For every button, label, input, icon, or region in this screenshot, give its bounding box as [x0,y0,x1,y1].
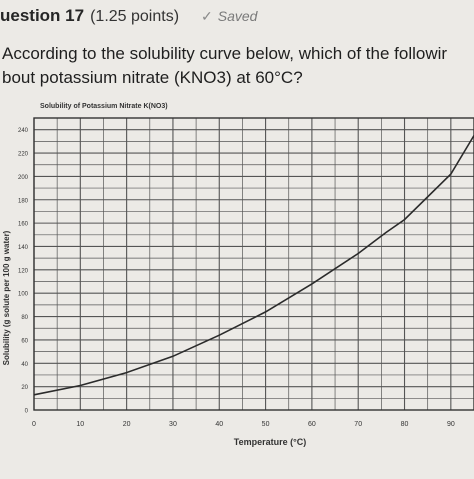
question-text-line-2: bout potassium nitrate (KNO3) at 60°C? [2,66,474,90]
chart-ticks: 0 10 20 30 40 50 60 70 80 90 0 20 40 60 80 100 120 140 160… [18,128,455,428]
y-tick-label: 140 [18,245,29,251]
x-tick-label: 50 [262,421,270,428]
question-header: uestion 17 (1.25 points) ✓ Saved [0,6,257,30]
question-text: According to the solubility curve below,… [2,42,474,90]
solubility-curve [33,135,474,396]
x-tick-label: 30 [169,421,177,428]
plot-frame [33,117,474,411]
y-tick-label: 0 [25,409,29,415]
y-tick-label: 220 [18,152,29,158]
chart-background [0,100,474,474]
y-tick-label: 80 [21,315,28,321]
question-title: uestion 17 [0,6,85,25]
y-tick-label: 120 [18,268,29,274]
y-tick-label: 100 [18,292,29,298]
x-tick-label: 80 [401,421,409,428]
saved-status: ✓ Saved [201,8,257,25]
y-tick-label: 200 [18,175,29,181]
y-axis-label: Solubility (g solute per 100 g water) [2,230,11,365]
y-tick-label: 20 [21,385,28,391]
x-tick-label: 60 [308,421,316,428]
y-tick-label: 180 [18,198,29,204]
x-tick-label: 40 [215,421,223,428]
question-text-line-2-content: bout potassium nitrate (KNO3) at 60°C? [2,68,303,87]
x-tick-label: 90 [447,421,455,428]
solubility-chart: 0 10 20 30 40 50 60 70 80 90 0 20 40 60 80 100 120 140 160… [0,100,474,474]
chart-title: Solubility of Potassium Nitrate K(NO3) [40,103,168,110]
x-tick-label: 10 [76,421,84,428]
x-tick-label: 70 [354,421,362,428]
y-tick-label: 60 [21,338,28,344]
y-tick-label: 240 [18,128,29,134]
question-text-line-1: According to the solubility curve below,… [2,44,448,63]
question-points: (1.25 points) [90,8,180,25]
solubility-chart-svg: 0 10 20 30 40 50 60 70 80 90 0 20 40 60 80 100 120 140 160… [0,100,474,474]
saved-label: Saved [217,8,258,24]
x-tick-label: 20 [123,421,131,428]
y-tick-label: 160 [18,222,29,228]
check-icon: ✓ [201,8,213,24]
chart-grid [33,117,474,411]
x-axis-label: Temperature (°C) [234,437,306,447]
y-tick-label: 40 [21,362,28,368]
x-tick-label: 0 [32,421,36,428]
